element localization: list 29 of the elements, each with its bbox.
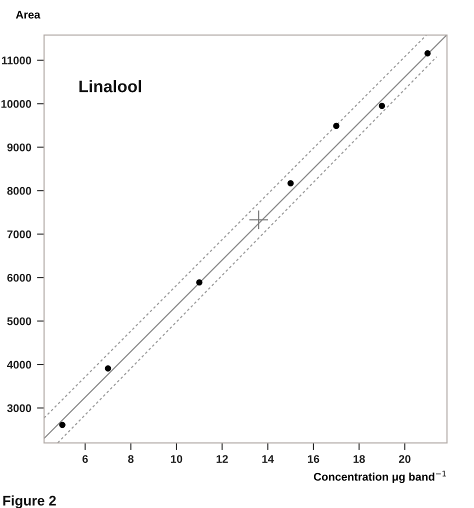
y-tick-label: 5000 (7, 317, 32, 326)
point (287, 180, 294, 186)
x-tick-label: 18 (354, 455, 365, 463)
y-tick-label: 9000 (7, 143, 32, 152)
x-tick-label: 10 (171, 455, 182, 463)
y-tick-label: 10000 (1, 100, 32, 108)
annotation: Linalool (79, 80, 142, 92)
y-tick-label: 11000 (2, 56, 32, 64)
x-tick-label: 8 (128, 455, 134, 463)
y-tick-label: 4000 (7, 360, 32, 369)
y-tick-label: 3000 (7, 404, 32, 412)
point (248, 210, 269, 230)
y-tick-label: 7000 (7, 230, 32, 238)
point (378, 102, 386, 110)
caption: Figure 2 (3, 495, 56, 508)
y-tick-label: 8000 (7, 186, 32, 195)
point (104, 365, 112, 372)
x-tick-label: 14 (262, 455, 274, 463)
y-axis-title: Area (16, 10, 40, 19)
x-tick-label: 12 (216, 455, 228, 463)
y-tick-label: 6000 (7, 274, 32, 282)
x-tick-label: 16 (308, 455, 320, 463)
x-axis-title: Concentration μg band$^{−1}$ (314, 470, 446, 483)
point (424, 50, 431, 56)
x-tick-label: 20 (398, 455, 410, 463)
point (333, 122, 340, 130)
x-tick-label: 6 (82, 455, 88, 463)
point (59, 422, 66, 428)
point (196, 279, 202, 286)
